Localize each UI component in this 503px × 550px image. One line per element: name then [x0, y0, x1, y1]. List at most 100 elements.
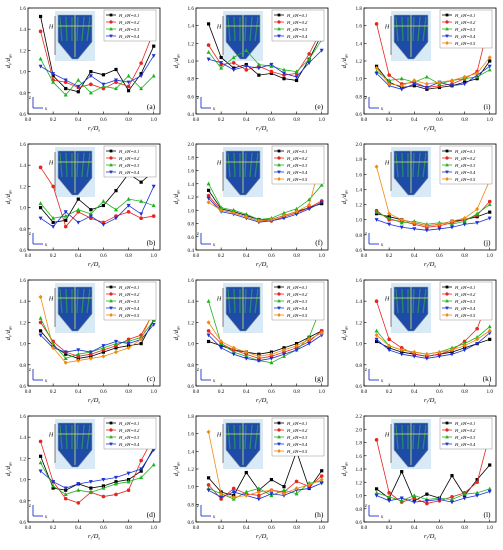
data-point — [450, 219, 454, 224]
data-point — [206, 476, 211, 480]
legend-entry: H_i/H=0.3 — [286, 27, 308, 32]
legend-entry: H_i/H=0.2 — [454, 20, 476, 25]
x-tick-label: 1.0 — [150, 253, 157, 259]
data-point — [206, 193, 211, 198]
y-axis-label: dv/dav — [5, 462, 13, 477]
legend-swatch-marker — [445, 285, 449, 289]
data-point — [38, 165, 43, 170]
data-point — [462, 74, 467, 80]
data-point — [114, 346, 118, 350]
data-point — [38, 29, 43, 34]
panel-g: 0.6 0.8 1.0 1.2 1.4 1.6 0.0 0.2 0.4 0.6 0.8 1.0 ri/D… — [173, 278, 329, 405]
data-point — [231, 60, 236, 65]
legend-entry: H_i/H=0.4 — [286, 306, 308, 311]
data-point — [114, 339, 118, 344]
legend-swatch-marker — [445, 156, 449, 160]
silo-inset-image — [391, 11, 431, 61]
legend-swatch-marker — [109, 156, 113, 160]
x-tick-label: 0.4 — [243, 253, 250, 259]
legend-swatch-marker — [277, 27, 281, 31]
y-tick-label: 1.6 — [20, 414, 27, 420]
x-tick-label: 0.2 — [386, 117, 393, 123]
y-tick-label: 1.2 — [188, 467, 195, 473]
y-tick-label: 0.8 — [20, 91, 27, 97]
legend-swatch-marker — [445, 41, 449, 45]
data-point — [307, 486, 312, 491]
legend-swatch-marker — [277, 435, 281, 439]
series-line — [376, 57, 491, 87]
legend: H_i/H=0.1 H_i/H=0.2 H_i/H=0.3 H_i/H=0.4 — [271, 9, 325, 42]
data-point — [450, 78, 454, 83]
x-tick-label: 0.0 — [361, 389, 368, 395]
axis-x-label: x — [212, 515, 216, 520]
legend-entry: H_i/H=0.3 — [118, 299, 140, 304]
y-tick-label: 1.2 — [356, 59, 363, 65]
data-point — [475, 71, 480, 76]
data-point — [219, 339, 224, 344]
data-point — [282, 485, 286, 489]
data-point — [475, 206, 480, 212]
data-point — [219, 205, 224, 210]
legend-swatch-marker — [109, 435, 113, 439]
height-label-H: H — [48, 433, 54, 439]
panel-a: 0.6 0.8 1.0 1.2 1.4 1.6 0.0 0.2 0.4 0.6 0.8 1.0 ri/D… — [5, 6, 161, 133]
legend-entry: H_i/H=0.5 — [118, 313, 140, 318]
legend-swatch-marker — [277, 34, 281, 38]
data-point — [206, 483, 211, 487]
series-line — [208, 330, 322, 359]
data-point — [244, 356, 249, 361]
data-point — [51, 345, 56, 351]
x-tick-label: 0.6 — [100, 525, 107, 531]
data-point — [231, 486, 236, 491]
panel-c: 0.6 0.8 1.0 1.2 1.4 1.6 0.0 0.2 0.4 0.6 0.8 1.0 ri/D… — [5, 278, 161, 405]
x-tick-label: 0.0 — [25, 117, 32, 123]
data-point — [244, 214, 249, 220]
data-point — [231, 208, 236, 212]
series-5 — [374, 55, 492, 88]
data-point — [319, 48, 324, 53]
data-point — [399, 498, 404, 503]
series-line — [376, 332, 490, 359]
y-tick-label: 0.8 — [20, 499, 27, 505]
data-point — [64, 218, 68, 222]
series-line — [40, 186, 155, 228]
legend-entry: H_i/H=0.1 — [286, 285, 307, 290]
series-line — [376, 488, 490, 502]
y-tick-label: 0.6 — [356, 520, 363, 526]
y-tick-label: 1.0 — [20, 70, 27, 76]
x-tick-label: 0.6 — [436, 389, 443, 395]
x-tick-label: 0.2 — [50, 117, 57, 123]
data-point — [206, 43, 211, 47]
silo-inset-image — [391, 283, 431, 333]
x-tick-label: 1.0 — [486, 389, 493, 395]
data-point — [319, 182, 324, 187]
silo-inset-image — [223, 419, 263, 469]
x-tick-label: 0.2 — [218, 253, 225, 259]
data-point — [424, 499, 429, 503]
data-point — [51, 80, 56, 84]
data-point — [114, 189, 118, 193]
legend-entry: H_i/H=0.3 — [118, 27, 140, 32]
legend-swatch-marker — [445, 34, 449, 38]
data-point — [307, 342, 312, 346]
legend: H_i/H=0.1 H_i/H=0.2 H_i/H=0.3 H_i/H=0.4 — [103, 145, 157, 178]
legend-entry: H_i/H=0.4 — [454, 442, 476, 447]
data-point — [307, 335, 312, 339]
axis-z-label: z — [196, 368, 199, 373]
data-point — [475, 221, 480, 225]
data-point — [126, 84, 131, 89]
y-tick-label: 0.8 — [20, 227, 27, 233]
legend-swatch-marker — [277, 13, 281, 17]
data-point — [219, 491, 224, 496]
x-tick-label: 0.4 — [243, 389, 250, 395]
data-point — [269, 62, 274, 67]
y-tick-label: 0.6 — [356, 384, 363, 390]
data-point — [475, 337, 480, 342]
panel-b: 0.6 0.8 1.0 1.2 1.4 1.6 0.0 0.2 0.4 0.6 0.8 1.0 ri/D… — [5, 142, 161, 269]
axis-z-label: z — [196, 96, 199, 101]
silo-inset-image — [391, 147, 431, 197]
legend-swatch-marker — [277, 442, 281, 446]
data-point — [387, 337, 391, 342]
data-point — [412, 349, 417, 355]
panel-i: 0.6 0.8 1.0 1.2 1.4 1.6 1.8 0.0 0.2 0.4 0.6 0.8 1.0 r… — [341, 6, 497, 133]
